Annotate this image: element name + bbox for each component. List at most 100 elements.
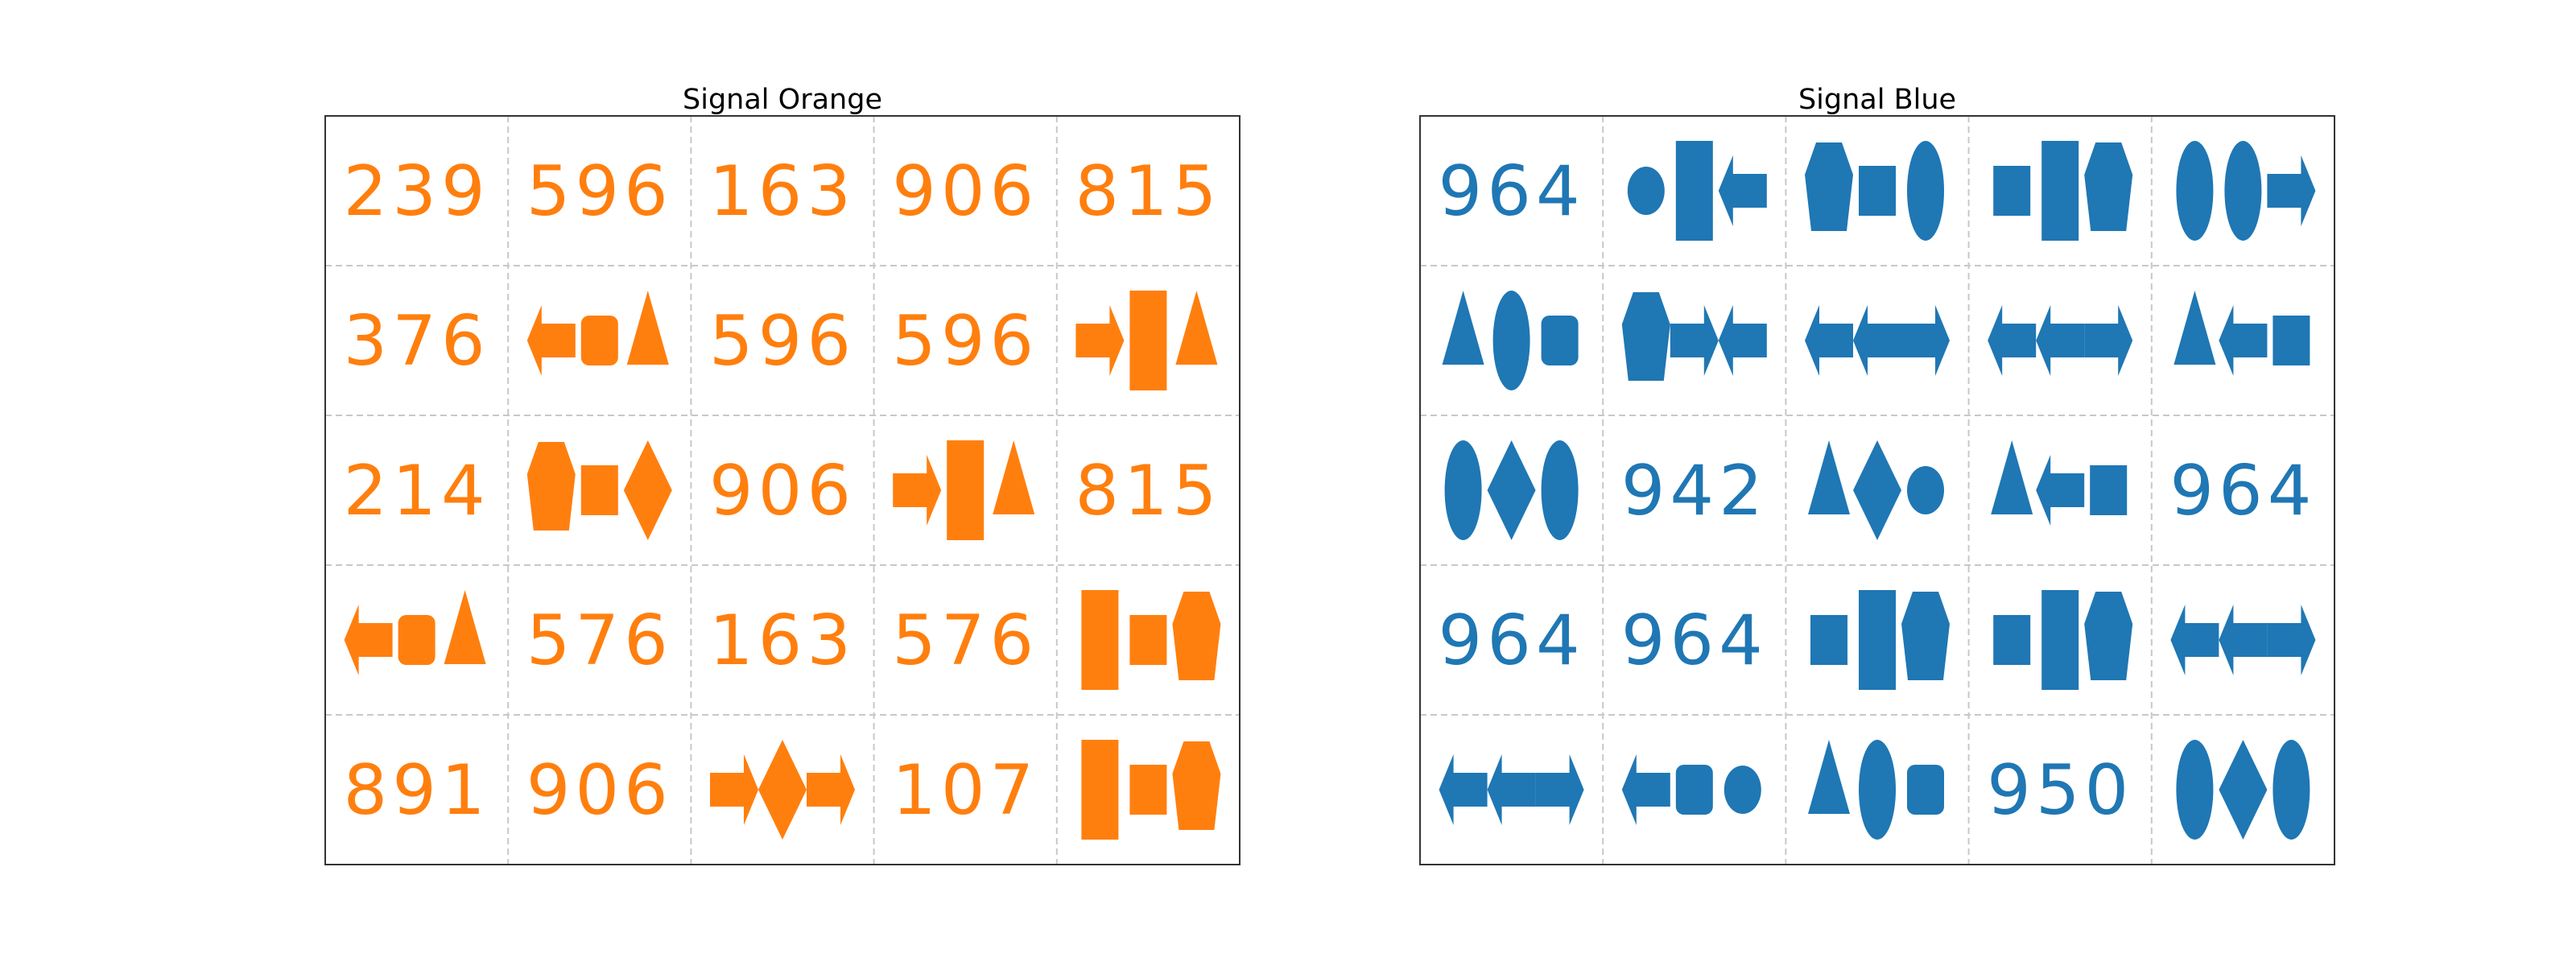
rounded-square-shape — [1907, 765, 1944, 815]
grid-cell — [1805, 141, 1944, 241]
square-shape — [580, 465, 618, 515]
arrow-right-shape — [710, 754, 758, 825]
rounded-square-shape — [398, 615, 436, 665]
ellipse-shape — [1492, 291, 1530, 390]
triangle-shape — [1175, 291, 1218, 365]
grid-cell — [2170, 605, 2316, 675]
arrow-right-shape — [893, 455, 942, 526]
tall-rect-shape — [1859, 590, 1896, 690]
grid-cell: 239 — [344, 151, 490, 232]
grid-blue: 964 942 964 964 964 950 — [1419, 115, 2335, 865]
grid-cell: 596 — [892, 301, 1034, 382]
ellipse-shape — [2176, 141, 2214, 241]
arrow-left-shape — [1621, 754, 1670, 825]
grid-cell — [893, 440, 1035, 540]
grid-cell — [2176, 740, 2310, 840]
arrow-right-shape — [1901, 305, 1950, 376]
grid-cell — [2174, 291, 2310, 376]
triangle-shape — [626, 291, 669, 365]
grid-orange: 239 596 163 906 815 376 596 596 214 906 815 576 163 5… — [324, 115, 1241, 865]
grid-cell: 891 — [344, 750, 490, 831]
grid-cell: 815 — [1075, 151, 1221, 232]
cell-number: 239 — [344, 151, 490, 232]
square-shape — [1859, 166, 1896, 216]
arrow-right-shape — [2267, 605, 2316, 675]
grid-cell: 163 — [709, 601, 856, 681]
cell-number: 163 — [709, 601, 856, 681]
arrow-left-shape — [2170, 605, 2219, 675]
cell-number: 964 — [1439, 151, 1585, 232]
arrow-left-shape — [2036, 455, 2085, 526]
grid-cell: 576 — [892, 601, 1034, 681]
grid-cell: 964 — [1621, 601, 1768, 681]
triangle-shape — [993, 440, 1035, 514]
cell-number: 107 — [892, 750, 1038, 831]
triangle-shape — [1991, 440, 2033, 514]
tall-rect-shape — [1675, 141, 1713, 241]
ellipse-shape — [2176, 740, 2214, 840]
diamond-shape — [623, 440, 672, 540]
panel-title: Signal Orange — [683, 84, 882, 116]
tall-rect-shape — [2041, 590, 2079, 690]
pentagon-shape — [1172, 741, 1221, 830]
pentagon-shape — [1901, 592, 1950, 680]
pentagon-shape — [1621, 292, 1670, 381]
cell-number: 906 — [709, 451, 856, 531]
tall-rect-shape — [1081, 590, 1119, 690]
grid-cell: 107 — [892, 750, 1038, 831]
cell-number: 376 — [344, 301, 490, 382]
grid-cell — [710, 740, 855, 840]
cell-number: 576 — [526, 601, 673, 681]
grid-cell — [1808, 740, 1944, 840]
grid-cell — [1810, 590, 1950, 690]
grid-cell — [1988, 305, 2133, 376]
grid-cell — [344, 590, 486, 675]
cell-number: 964 — [1621, 601, 1768, 681]
ellipse-shape — [1444, 440, 1482, 540]
cell-number: 815 — [1075, 151, 1221, 232]
grid-cell: 964 — [1439, 151, 1585, 232]
arrow-left-shape — [344, 605, 393, 675]
arrow-left-shape — [1487, 754, 1536, 825]
cell-number: 891 — [344, 750, 490, 831]
ellipse-shape — [2273, 740, 2310, 840]
triangle-shape — [1808, 440, 1850, 514]
arrow-left-shape — [2219, 605, 2268, 675]
square-shape — [1129, 615, 1167, 665]
square-shape — [1810, 615, 1847, 665]
cell-number: 942 — [1621, 451, 1768, 531]
ellipse-shape — [1859, 740, 1896, 840]
grid-cell — [1439, 754, 1584, 825]
arrow-right-shape — [1075, 305, 1125, 376]
cell-number: 163 — [709, 151, 856, 232]
arrow-left-shape — [1718, 305, 1767, 376]
grid-cell: 376 — [344, 301, 490, 382]
grid-cell — [1993, 590, 2133, 690]
square-shape — [1129, 765, 1167, 815]
cell-number: 906 — [892, 151, 1038, 232]
grid-frame — [324, 115, 1241, 865]
grid-cell: 163 — [709, 151, 856, 232]
grid-frame — [1419, 115, 2335, 865]
arrow-left-shape — [1853, 305, 1901, 376]
triangle-shape — [1808, 740, 1850, 814]
triangle-shape — [444, 590, 486, 664]
rounded-square-shape — [1541, 316, 1579, 365]
arrow-left-shape — [1718, 155, 1767, 226]
grid-cell: 906 — [709, 451, 856, 531]
diamond-shape — [758, 740, 807, 840]
rounded-square-shape — [580, 316, 618, 365]
grid-cell — [1081, 740, 1221, 840]
square-shape — [1993, 166, 2031, 216]
cell-number: 950 — [1987, 750, 2133, 831]
diamond-shape — [2219, 740, 2268, 840]
panel-title: Signal Blue — [1798, 84, 1957, 116]
grid-cell: 815 — [1075, 451, 1221, 531]
cell-number: 964 — [2169, 451, 2316, 531]
grid-cell — [1621, 292, 1767, 381]
circle-shape — [1907, 466, 1944, 514]
cell-number: 815 — [1075, 451, 1221, 531]
grid-cell — [1993, 141, 2133, 241]
circle-shape — [1724, 766, 1761, 814]
grid-cell — [1627, 141, 1767, 241]
